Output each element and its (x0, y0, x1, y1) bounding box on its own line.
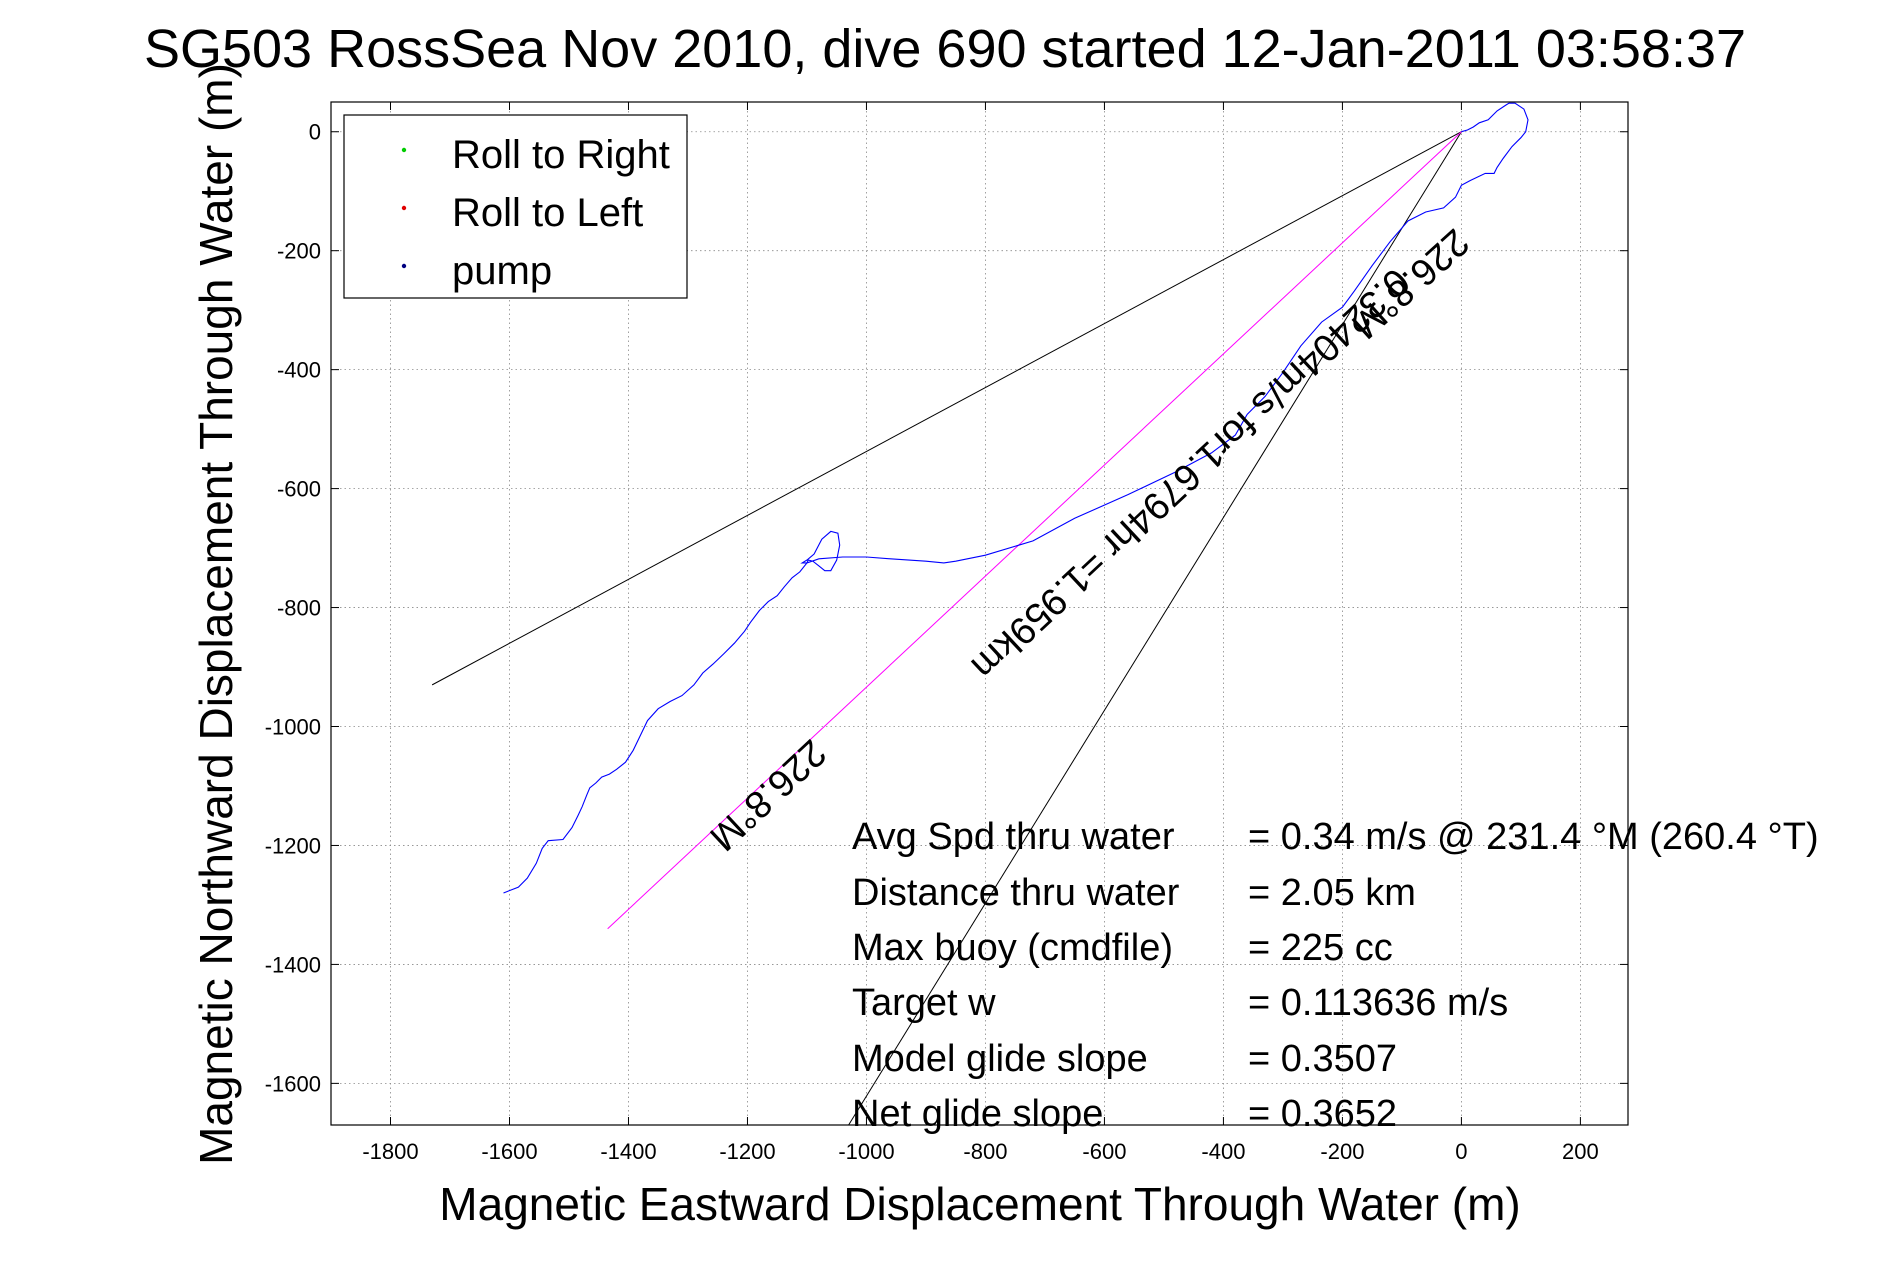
x-tick-label: -1200 (719, 1139, 775, 1164)
stat-label-avg-speed: Avg Spd thru water (852, 816, 1175, 858)
legend-marker-roll-right (401, 147, 407, 153)
x-tick-label: -1400 (600, 1139, 656, 1164)
reference-line (431, 131, 1462, 686)
x-tick-label: -400 (1201, 1139, 1245, 1164)
stat-label-target-w: Target w (852, 982, 996, 1024)
y-tick-label: -400 (277, 358, 321, 383)
y-axis-title: Magnetic Northward Displacement Through … (190, 63, 242, 1165)
y-tick-label: -200 (277, 239, 321, 264)
y-tick-label: -600 (277, 477, 321, 502)
x-axis-title: Magnetic Eastward Displacement Through W… (439, 1178, 1520, 1230)
y-tick-label: -1000 (265, 715, 321, 740)
x-tick-label: -600 (1082, 1139, 1126, 1164)
legend-label-roll-right: Roll to Right (452, 133, 670, 177)
x-tick-label: -200 (1320, 1139, 1364, 1164)
stat-value-max-buoy: = 225 cc (1248, 927, 1393, 969)
legend-marker-pump (401, 263, 407, 269)
x-tick-label: -800 (963, 1139, 1007, 1164)
y-tick-label: -1400 (265, 952, 321, 977)
stat-value-net-glide: = 0.3652 (1248, 1093, 1397, 1135)
x-tick-label: 200 (1562, 1139, 1599, 1164)
x-tick-label: -1600 (481, 1139, 537, 1164)
legend-label-pump: pump (452, 249, 552, 293)
clipped-plot-area (431, 102, 1529, 1125)
stat-label-model-glide: Model glide slope (852, 1038, 1148, 1080)
x-tick-label: -1800 (362, 1139, 418, 1164)
legend-label-roll-left: Roll to Left (452, 191, 643, 235)
stat-label-distance: Distance thru water (852, 872, 1180, 914)
stat-value-avg-speed: = 0.34 m/s @ 231.4 °M (260.4 °T) (1248, 816, 1819, 858)
chart-title: SG503 RossSea Nov 2010, dive 690 started… (144, 19, 1746, 79)
stat-value-distance: = 2.05 km (1248, 872, 1416, 914)
y-tick-label: 0 (309, 120, 321, 145)
stats-block: Avg Spd thru water = 0.34 m/s @ 231.4 °M… (852, 816, 1819, 1135)
stat-value-model-glide: = 0.3507 (1248, 1038, 1397, 1080)
stat-label-net-glide: Net glide slope (852, 1093, 1103, 1135)
axes-frame (330, 101, 1629, 1126)
legend-box (343, 114, 688, 299)
ticks: -1800 -1600 -1400 -1200 -1000 -800 -600 -400 -20… (265, 102, 1628, 1164)
plot-series (431, 102, 1529, 1125)
stat-value-target-w: = 0.113636 m/s (1248, 982, 1508, 1024)
stat-label-max-buoy: Max buoy (cmdfile) (852, 927, 1173, 969)
reference-line (607, 131, 1462, 930)
y-tick-label: -800 (277, 596, 321, 621)
track-line (503, 102, 1529, 894)
reference-line (848, 131, 1462, 1125)
y-tick-label: -1200 (265, 833, 321, 858)
x-tick-label: -1000 (838, 1139, 894, 1164)
x-tick-label: 0 (1455, 1139, 1467, 1164)
legend: Roll to Right Roll to Left pump (343, 114, 688, 299)
legend-marker-roll-left (401, 205, 407, 211)
y-tick-label: -1600 (265, 1071, 321, 1096)
